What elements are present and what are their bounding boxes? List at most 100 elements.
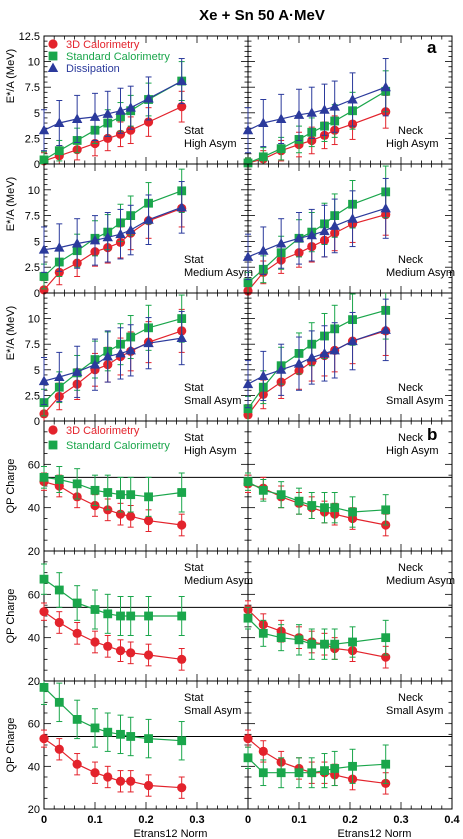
panel-annotation: Medium Asym bbox=[184, 267, 253, 279]
data-point bbox=[90, 768, 100, 778]
data-point bbox=[103, 488, 113, 497]
series-standard-calorimetry bbox=[39, 466, 187, 517]
y-tick-label: 2.5 bbox=[25, 133, 40, 145]
data-point bbox=[294, 635, 304, 645]
y-tick-label: 40 bbox=[28, 633, 40, 645]
data-point bbox=[275, 364, 287, 374]
series-3d-calorimetry bbox=[39, 729, 187, 799]
series-line bbox=[43, 337, 182, 382]
data-point bbox=[125, 344, 136, 355]
legend-marker bbox=[48, 39, 58, 49]
data-point bbox=[103, 641, 113, 651]
y-tick-label: 10 bbox=[28, 314, 40, 326]
data-point bbox=[330, 764, 340, 773]
series-standard-calorimetry bbox=[243, 472, 391, 528]
x-tick-label: 0.3 bbox=[393, 814, 408, 826]
data-point bbox=[243, 613, 253, 623]
series-line bbox=[247, 609, 386, 658]
data-point bbox=[293, 109, 305, 119]
data-point bbox=[54, 242, 65, 252]
data-point bbox=[39, 574, 49, 584]
y-axis-label: E*/A (MeV) bbox=[5, 306, 17, 360]
legend-label: Dissipation bbox=[66, 63, 120, 75]
panel-annotation: Neck bbox=[398, 125, 424, 137]
legend-entry: 3D Calorimetry bbox=[48, 39, 140, 51]
data-point bbox=[115, 646, 126, 656]
data-point bbox=[115, 776, 126, 786]
series-line bbox=[43, 207, 182, 291]
y-tick-label: 2.5 bbox=[25, 390, 40, 402]
data-point bbox=[177, 488, 187, 497]
data-point bbox=[242, 251, 254, 261]
panel-annotation: Stat bbox=[184, 562, 204, 574]
series-3d-calorimetry bbox=[39, 308, 187, 421]
data-point bbox=[54, 146, 64, 156]
figure-title: Xe + Sn 50 A·MeV bbox=[199, 7, 325, 24]
data-point bbox=[54, 117, 65, 128]
data-point bbox=[39, 285, 49, 295]
data-point bbox=[177, 611, 187, 621]
data-point bbox=[143, 780, 154, 791]
x-axis-label: Etrans12 Norm bbox=[337, 828, 411, 839]
x-tick-label: 0 bbox=[245, 814, 251, 826]
y-tick-label: 10 bbox=[28, 185, 40, 197]
data-point bbox=[306, 352, 317, 362]
data-point bbox=[294, 768, 304, 778]
data-point bbox=[39, 683, 49, 692]
data-point bbox=[143, 516, 154, 526]
data-point bbox=[39, 734, 49, 744]
y-tick-label: 7.5 bbox=[25, 82, 40, 94]
data-point bbox=[243, 404, 253, 414]
data-point bbox=[307, 768, 317, 778]
series-line bbox=[247, 481, 386, 513]
series-line bbox=[43, 578, 182, 617]
data-point bbox=[115, 348, 126, 358]
data-point bbox=[243, 753, 253, 763]
data-point bbox=[347, 94, 358, 104]
series-line bbox=[247, 111, 386, 164]
data-point bbox=[115, 105, 126, 115]
panel-annotation: Medium Asym bbox=[184, 575, 253, 587]
data-point bbox=[275, 238, 287, 248]
data-point bbox=[116, 729, 125, 739]
panel-annotation: Stat bbox=[184, 125, 204, 137]
data-point bbox=[38, 244, 50, 254]
y-tick-label: 60 bbox=[28, 719, 40, 731]
data-point bbox=[72, 759, 82, 769]
y-axis-label: QP Charge bbox=[5, 589, 17, 644]
panel-annotation: Stat bbox=[184, 692, 204, 704]
panel-annotation: High Asym bbox=[184, 445, 237, 457]
panel-annotation: Neck bbox=[398, 382, 424, 394]
y-tick-label: 20 bbox=[28, 546, 40, 558]
y-tick-label: 2.5 bbox=[25, 262, 40, 274]
data-point bbox=[348, 761, 357, 771]
data-point bbox=[71, 113, 83, 123]
data-point bbox=[243, 477, 253, 487]
data-point bbox=[103, 772, 113, 782]
series-line bbox=[247, 207, 386, 258]
data-point bbox=[380, 324, 391, 334]
legend-marker bbox=[48, 440, 58, 450]
data-point bbox=[116, 490, 125, 500]
data-point bbox=[102, 108, 113, 118]
series-standard-calorimetry bbox=[243, 293, 391, 422]
data-point bbox=[126, 648, 136, 658]
series-standard-calorimetry bbox=[243, 744, 391, 789]
series-line bbox=[43, 190, 182, 277]
x-tick-label: 0 bbox=[41, 814, 47, 826]
data-point bbox=[143, 214, 154, 224]
series-standard-calorimetry bbox=[39, 681, 187, 761]
x-axis-label: Etrans12 Norm bbox=[133, 828, 207, 839]
data-point bbox=[258, 628, 268, 638]
data-point bbox=[276, 144, 286, 154]
data-point bbox=[243, 158, 253, 168]
data-point bbox=[102, 231, 113, 242]
y-tick-label: 20 bbox=[28, 676, 40, 688]
data-point bbox=[143, 93, 154, 103]
data-point bbox=[258, 117, 269, 128]
panel-annotation: High Asym bbox=[184, 138, 237, 150]
panel-annotation: Stat bbox=[184, 432, 204, 444]
data-point bbox=[125, 224, 136, 235]
